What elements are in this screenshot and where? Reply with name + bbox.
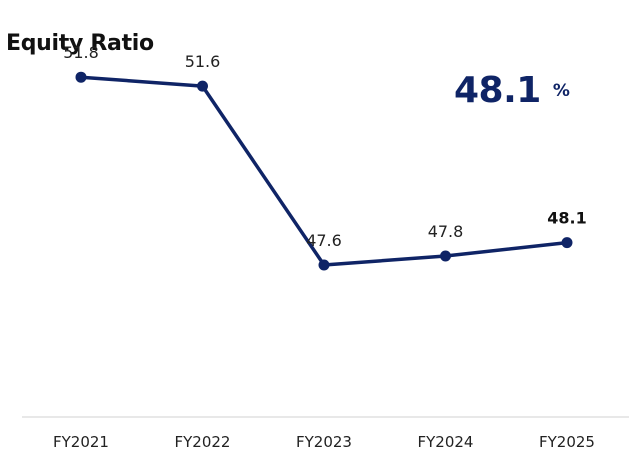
headline-unit: %: [552, 81, 570, 101]
x-tick-label: FY2024: [418, 433, 474, 451]
chart-title: Equity Ratio: [6, 31, 154, 56]
data-label: 48.1: [547, 209, 586, 228]
plot-layer: 51.8 51.6 47.6 47.8 48.1 FY2021 FY2022 FY2023 FY…: [53, 43, 595, 451]
data-point: [440, 250, 451, 262]
data-point: [75, 71, 87, 83]
data-label: 51.6: [185, 52, 221, 71]
x-tick-label: FY2023: [296, 433, 352, 451]
data-label: 47.8: [428, 222, 464, 241]
x-tick-label: FY2022: [175, 433, 231, 451]
x-tick-label: FY2021: [53, 433, 109, 451]
headline-kpi: 48.1%: [454, 70, 570, 111]
x-tick-label: FY2025: [539, 433, 595, 451]
data-point: [561, 237, 573, 249]
headline-value: 48.1: [454, 70, 541, 111]
data-point: [197, 80, 208, 92]
data-point: [318, 259, 330, 271]
data-label: 51.8: [63, 43, 99, 62]
data-label: 47.6: [306, 231, 342, 250]
